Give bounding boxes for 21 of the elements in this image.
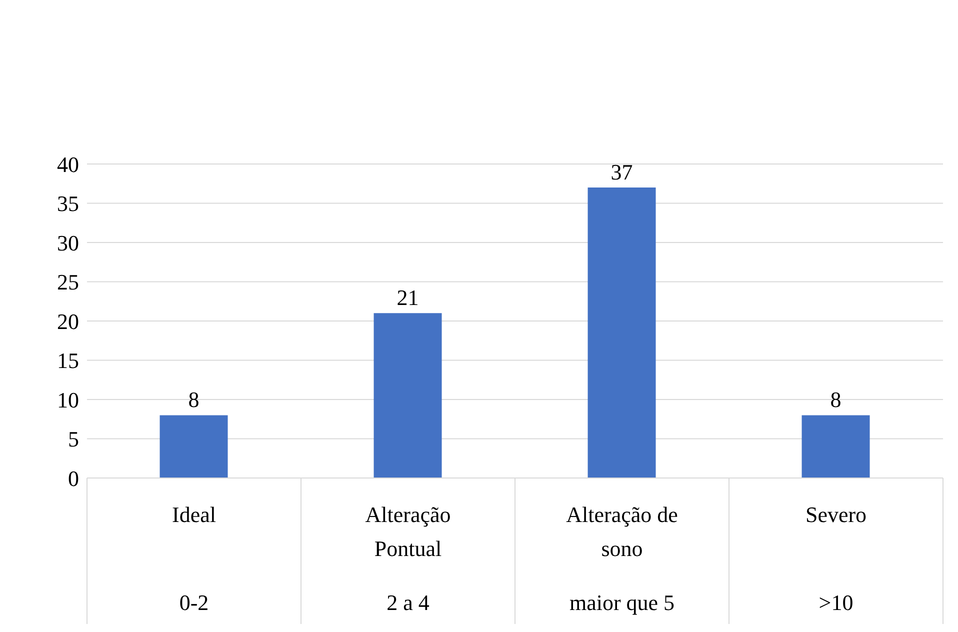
data-label: 8	[188, 387, 200, 412]
bar	[802, 415, 870, 478]
category-label: Ideal 0-2	[172, 502, 216, 615]
y-tick-label: 25	[57, 270, 79, 295]
bar	[374, 313, 442, 478]
data-label: 37	[610, 160, 633, 185]
y-tick-label: 15	[57, 348, 79, 374]
bar	[160, 415, 228, 478]
data-label: 8	[830, 387, 842, 412]
y-tick-label: 30	[57, 230, 79, 256]
y-tick-label: 40	[57, 152, 79, 177]
category-label: Alteração Pontual 2 a 4	[365, 502, 451, 615]
y-tick-label: 10	[57, 387, 79, 412]
data-label: 21	[396, 285, 419, 310]
category-label: Alteração de sono maior que 5	[566, 502, 678, 615]
y-tick-label: 20	[57, 308, 79, 334]
y-tick-label: 5	[68, 426, 79, 452]
y-tick-label: 35	[57, 191, 79, 216]
category-label: Severo >10	[805, 502, 867, 615]
bar	[588, 188, 656, 478]
y-tick-label: 0	[68, 466, 79, 491]
